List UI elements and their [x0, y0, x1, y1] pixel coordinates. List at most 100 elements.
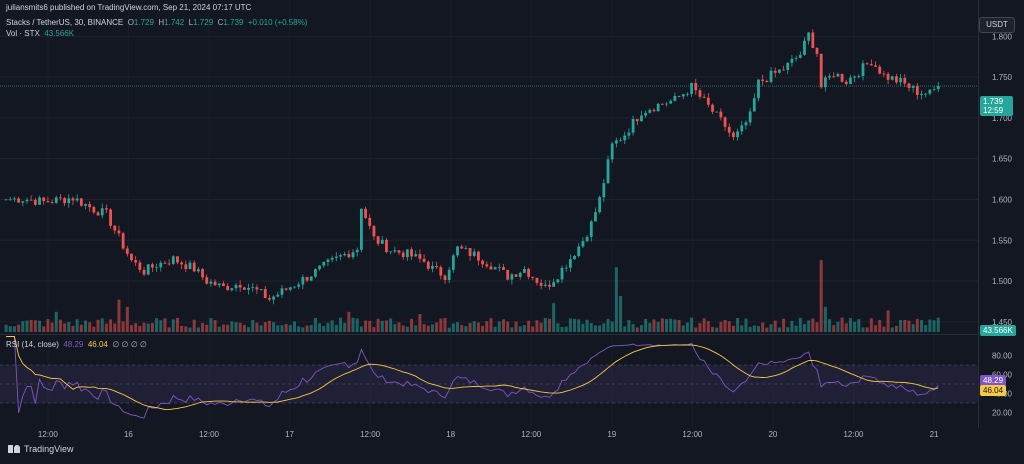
volume-bar — [121, 321, 125, 332]
rsi-label[interactable]: RSI (14, close) — [6, 340, 59, 349]
volume-bar — [142, 322, 146, 332]
volume-bar — [435, 322, 439, 332]
candle-body — [351, 252, 355, 258]
volume-bar — [761, 322, 765, 332]
candle-body — [506, 269, 510, 280]
volume-bar — [242, 324, 246, 332]
volume-bar — [635, 327, 639, 332]
volume-bar — [414, 325, 418, 332]
volume-bar — [552, 303, 556, 332]
volume-label[interactable]: Vol · STX — [6, 29, 40, 38]
candle-body — [686, 93, 689, 95]
candle-body — [460, 246, 464, 249]
candle-body — [364, 208, 367, 218]
volume-bar — [673, 319, 677, 332]
time-tick-label: 12:00 — [682, 430, 703, 439]
volume-bar — [598, 325, 602, 332]
candle-body — [786, 62, 790, 71]
volume-bar — [481, 325, 485, 332]
candle-body — [936, 86, 940, 90]
volume-bar — [639, 325, 643, 332]
volume-bar — [527, 320, 531, 332]
volume-bar — [309, 324, 313, 332]
candle-body — [823, 77, 827, 88]
candle-body — [13, 198, 16, 200]
candle-body — [660, 103, 664, 105]
rsi-ma-tag: 46.04 — [980, 385, 1007, 396]
volume-bar — [196, 327, 200, 332]
volume-bar — [857, 319, 861, 332]
candle-body — [393, 250, 397, 252]
volume-legend: Vol · STX 43.566K — [6, 29, 74, 38]
candle-body — [134, 260, 138, 263]
volume-bar — [468, 322, 472, 332]
candle-body — [247, 288, 250, 290]
candle-body — [932, 89, 936, 90]
volume-bar — [928, 319, 932, 332]
grid — [0, 35, 978, 323]
volume-bar — [150, 322, 154, 332]
candle-body — [727, 126, 731, 133]
candle-body — [765, 80, 769, 83]
candle-body — [71, 198, 75, 201]
volume-bar — [861, 327, 865, 332]
candle-body — [422, 258, 426, 262]
candle-body — [272, 296, 276, 300]
candle-body — [334, 256, 338, 258]
volume-bar — [46, 319, 50, 332]
candle-body — [184, 264, 188, 270]
candle-body — [890, 76, 894, 80]
volume-bar — [522, 325, 526, 332]
candle-body — [832, 76, 836, 77]
candle-body — [105, 208, 108, 210]
candle-body — [447, 269, 451, 280]
candle-body — [518, 272, 522, 277]
candle-body — [631, 119, 635, 133]
volume-bar — [740, 325, 744, 332]
volume-bar — [8, 326, 12, 332]
candle-body — [828, 76, 831, 78]
volume-bar — [38, 320, 42, 332]
volume-bar — [865, 327, 869, 332]
candle-body — [347, 254, 351, 258]
candle-body — [146, 264, 150, 275]
volume-bar — [903, 320, 907, 332]
tradingview-logo-icon — [8, 445, 20, 453]
volume-bar — [63, 323, 67, 332]
candle-body — [96, 212, 100, 216]
candle-body — [560, 267, 564, 280]
candle-body — [314, 269, 317, 277]
symbol-title[interactable]: Stacks / TetherUS, 30, BINANCE — [6, 18, 124, 27]
volume-bar — [359, 326, 363, 332]
candle-body — [176, 256, 179, 263]
volume-bar — [347, 311, 351, 332]
volume-bar — [874, 325, 878, 332]
tradingview-logo[interactable]: TradingView — [8, 444, 74, 454]
candle-body — [17, 198, 21, 203]
candle-body — [159, 262, 163, 268]
candle-body — [389, 251, 393, 253]
volume-bar — [848, 318, 852, 332]
volume-bar — [84, 320, 88, 332]
volume-value: 43.566K — [44, 29, 75, 38]
candle-body — [322, 261, 326, 266]
volume-bar — [807, 320, 811, 332]
volume-bar — [439, 318, 443, 332]
candle-body — [648, 110, 652, 113]
candle-body — [740, 125, 744, 132]
volume-bar — [476, 322, 480, 332]
volume-bar — [92, 326, 96, 332]
volume-bar — [405, 326, 409, 332]
candle-body — [619, 140, 622, 142]
volume-bar — [694, 327, 698, 332]
volume-bar — [932, 320, 936, 332]
volume-bar — [71, 325, 75, 332]
currency-button[interactable]: USDT — [979, 17, 1015, 33]
candle-body — [844, 81, 848, 85]
candle-body — [819, 53, 823, 88]
volume-bar — [129, 325, 133, 332]
volume-bar — [58, 319, 62, 332]
volume-bar — [259, 325, 263, 332]
